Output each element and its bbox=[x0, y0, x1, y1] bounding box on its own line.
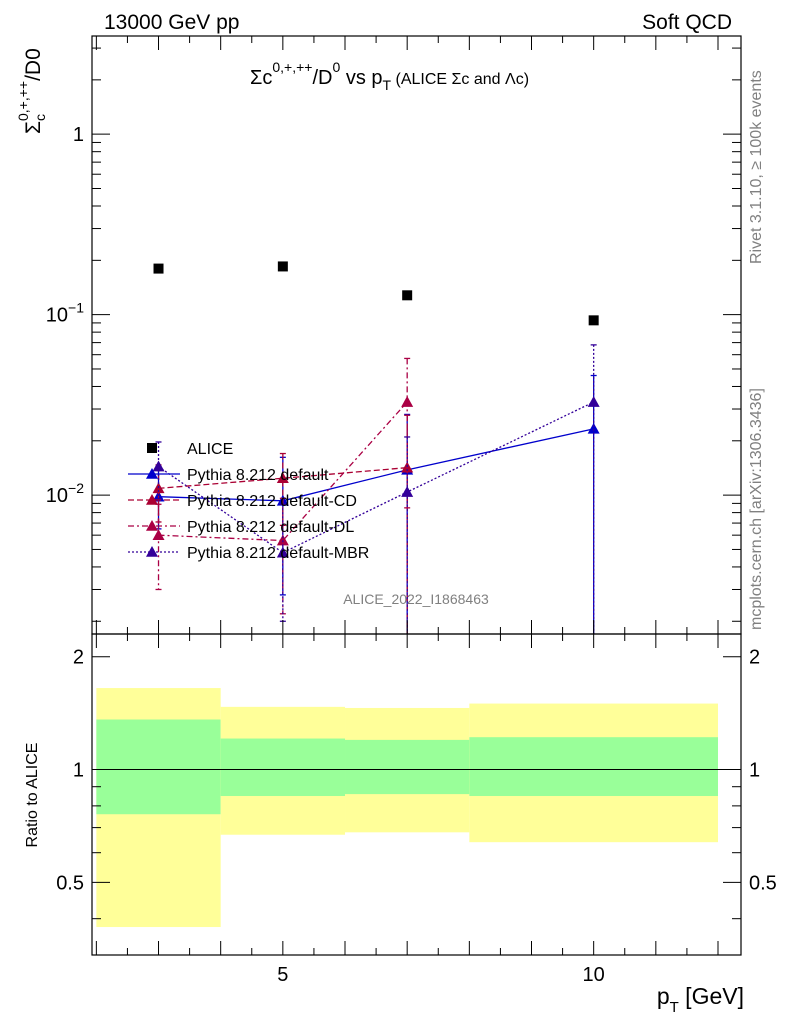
ratio-tick-label-left-1: 1 bbox=[73, 760, 84, 782]
series-line-2 bbox=[158, 466, 408, 490]
series-line-3 bbox=[158, 401, 408, 542]
legend-label-1: Pythia 8.212 default bbox=[187, 467, 329, 484]
alice-point-0 bbox=[153, 263, 164, 274]
energy-label: 13000 GeV pp bbox=[104, 11, 239, 34]
axes: 5 10 1 10−1 10−2 0.5 0.5 1 1 2 2 bbox=[46, 35, 777, 986]
y-axis-label-base: Σ bbox=[22, 121, 45, 134]
rivet-label: Rivet 3.1.10, ≥ 100k events bbox=[748, 70, 765, 264]
ratio-tick-label-right-0: 0.5 bbox=[749, 872, 777, 894]
series-line-4 bbox=[158, 401, 594, 554]
ratio-tick-label-right-1: 1 bbox=[749, 760, 760, 782]
legend-marker-2 bbox=[146, 494, 158, 505]
mcplots-label: mcplots.cern.ch [arXiv:1306.3436] bbox=[748, 388, 765, 630]
title-mid-sup: 0 bbox=[332, 59, 340, 75]
x-axis-label-sub: T bbox=[670, 999, 679, 1016]
ratio-band-inner-3 bbox=[469, 737, 718, 797]
point-1-3 bbox=[587, 422, 600, 434]
y-tick-label-2: 10−2 bbox=[46, 480, 84, 507]
ratio-tick-label-left-2: 2 bbox=[73, 647, 84, 669]
main-series bbox=[152, 261, 600, 634]
series-line-1 bbox=[158, 428, 594, 502]
x-axis-label-base: p bbox=[657, 983, 670, 1009]
ratio-tick-label-left-0: 0.5 bbox=[56, 872, 84, 894]
legend-label-2: Pythia 8.212 default-CD bbox=[187, 493, 357, 510]
series-4 bbox=[152, 344, 600, 634]
point-3-1 bbox=[276, 534, 289, 546]
x-tick-label-0: 5 bbox=[277, 964, 288, 986]
legend-marker-1 bbox=[146, 468, 158, 479]
y-tick-label-1: 10−1 bbox=[46, 300, 84, 327]
y-axis-label-sub: c bbox=[32, 114, 48, 121]
title-main: Σc bbox=[250, 67, 272, 89]
series-0 bbox=[153, 261, 599, 326]
point-4-2 bbox=[401, 486, 414, 497]
legend-label-4: Pythia 8.212 default-MBR bbox=[187, 545, 369, 562]
legend-marker-3 bbox=[146, 520, 158, 531]
ratio-band-inner-0 bbox=[96, 719, 221, 815]
ratio-tick-label-right-2: 2 bbox=[749, 647, 760, 669]
chart-title: Σc0,+,++/D0 vs pT (ALICE Σc and Λc) bbox=[250, 59, 529, 93]
category-label: Soft QCD bbox=[642, 11, 732, 34]
alice-point-2 bbox=[402, 290, 413, 301]
point-4-3 bbox=[587, 396, 600, 407]
x-axis-label: pT [GeV] bbox=[657, 983, 744, 1016]
y-axis-label-tail: /D0 bbox=[22, 48, 45, 81]
title-main-sup: 0,+,++ bbox=[272, 59, 312, 75]
y-axis-label-sup: 0,+,++ bbox=[15, 81, 31, 121]
legend-marker-0 bbox=[147, 443, 157, 453]
ratio-y-axis-label: Ratio to ALICE bbox=[24, 743, 41, 848]
y-axis-label: Σc0,+,++/D0 bbox=[15, 48, 48, 134]
x-tick-label-1: 10 bbox=[583, 964, 605, 986]
point-3-0 bbox=[152, 529, 165, 540]
title-small: (ALICE Σc and Λc) bbox=[391, 71, 529, 88]
ratio-frame bbox=[91, 633, 742, 956]
point-3-2 bbox=[401, 396, 414, 407]
ratio-band-inner-1 bbox=[220, 738, 346, 797]
legend-marker-4 bbox=[146, 546, 158, 557]
y-tick-label-0: 1 bbox=[73, 124, 84, 146]
point-4-1 bbox=[276, 546, 289, 558]
ratio-band-inner-2 bbox=[345, 739, 470, 795]
alice-point-1 bbox=[277, 261, 288, 272]
alice-point-3 bbox=[588, 315, 599, 326]
legend: ALICE Pythia 8.212 default Pythia 8.212 de… bbox=[128, 441, 369, 562]
legend-label-0: ALICE bbox=[187, 441, 233, 458]
title-vs: vs p bbox=[340, 67, 382, 89]
ratio-bands bbox=[96, 688, 718, 928]
title-mid: /D bbox=[312, 67, 332, 89]
point-2-1 bbox=[276, 472, 289, 484]
analysis-watermark: ALICE_2022_I1868463 bbox=[343, 591, 489, 607]
title-vs-sub: T bbox=[383, 77, 392, 93]
point-4-0 bbox=[152, 460, 165, 472]
x-axis-label-tail: [GeV] bbox=[679, 983, 744, 1009]
legend-label-3: Pythia 8.212 default-DL bbox=[187, 519, 354, 536]
